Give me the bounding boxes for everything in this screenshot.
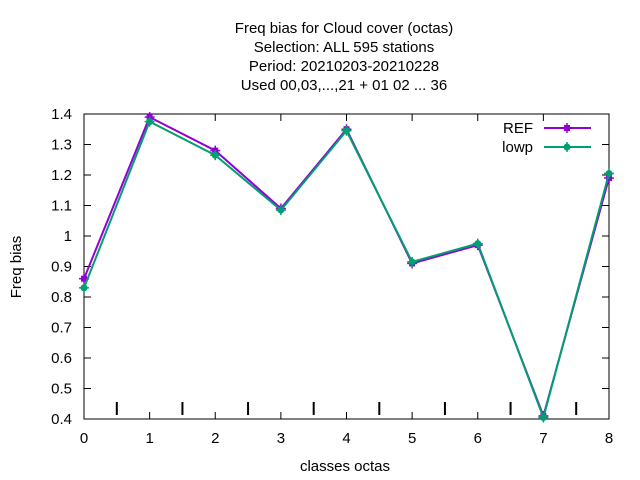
x-tick-label: 8: [605, 430, 613, 447]
series-ref: [79, 112, 614, 421]
x-tick-label: 3: [277, 430, 285, 447]
y-axis-label: Freq bias: [8, 236, 25, 299]
y-tick-label: 0.4: [51, 411, 72, 428]
series-line-lowp: [83, 120, 610, 421]
x-tick-label: 0: [80, 430, 88, 447]
category-boundary-marks: [115, 402, 578, 415]
title-line-4: Used 00,03,...,21 + 01 02 ... 36: [241, 77, 447, 94]
x-tick-label: 2: [211, 430, 219, 447]
y-tick-label: 1.3: [51, 137, 72, 154]
x-tick-label: 6: [474, 430, 482, 447]
y-tick-label: 0.9: [51, 259, 72, 276]
legend: REF lowp: [502, 120, 591, 156]
y-axis: 0.4 0.5 0.6 0.7 0.8 0.9 1 1.1 1.2 1.3 1.4: [51, 106, 609, 428]
x-axis: 0 1 2 3 4 5 6 7 8: [80, 114, 613, 447]
y-tick-label: 1.2: [51, 167, 72, 184]
y-tick-label: 1.1: [51, 198, 72, 215]
y-tick-label: 0.7: [51, 320, 72, 337]
title-line-1: Freq bias for Cloud cover (octas): [235, 20, 453, 37]
y-tick-label: 0.8: [51, 289, 72, 306]
title-line-2: Selection: ALL 595 stations: [254, 39, 434, 56]
series-layer: [79, 112, 614, 423]
y-tick-label: 0.5: [51, 381, 72, 398]
series-lowp: [79, 116, 614, 423]
x-axis-label: classes octas: [300, 458, 390, 475]
legend-label: lowp: [502, 139, 533, 156]
x-tick-label: 5: [408, 430, 416, 447]
chart-title: Freq bias for Cloud cover (octas) Select…: [235, 20, 453, 94]
legend-label: REF: [503, 120, 533, 137]
x-tick-label: 7: [539, 430, 547, 447]
y-tick-label: 0.6: [51, 350, 72, 367]
plot-frame: [83, 113, 610, 420]
title-line-3: Period: 20210203-20210228: [249, 58, 439, 75]
y-tick-label: 1: [64, 228, 72, 245]
y-tick-label: 1.4: [51, 106, 72, 123]
x-tick-label: 4: [342, 430, 350, 447]
series-line-ref: [83, 115, 610, 420]
x-tick-label: 1: [145, 430, 153, 447]
